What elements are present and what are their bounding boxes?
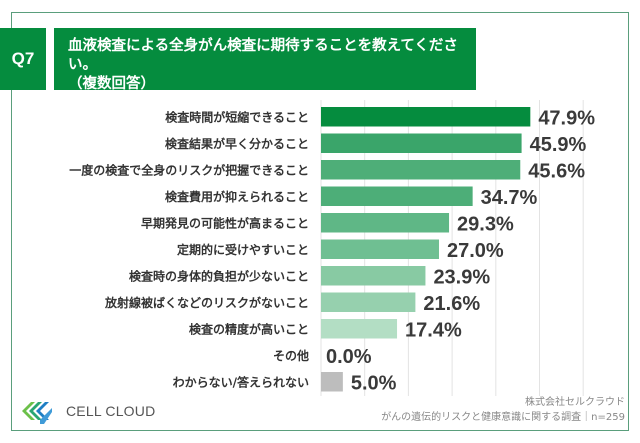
category-label-1: 検査結果が早く分かること [165, 136, 309, 151]
bar-5 [321, 239, 439, 259]
category-label-6: 検査時の身体的負担が少ないこと [129, 268, 309, 283]
source-survey: がんの遺伝的リスクと健康意識に関する調査｜n=259 [381, 412, 625, 423]
value-label-6: 23.9% [433, 266, 490, 288]
bar-2 [321, 160, 521, 180]
bars [321, 107, 531, 392]
category-label-4: 早期発見の可能性が高まること [141, 215, 309, 230]
source-company: 株式会社セルクラウド [525, 397, 625, 408]
question-subtitle: （複数回答） [68, 76, 155, 92]
value-label-0: 47.9% [538, 107, 595, 129]
value-label-3: 34.7% [481, 187, 538, 209]
category-label-7: 放射線被ばくなどのリスクがないこと [104, 295, 309, 310]
bar-4 [321, 213, 450, 233]
bar-8 [321, 319, 398, 339]
bar-10 [321, 372, 343, 392]
value-label-7: 21.6% [423, 293, 480, 315]
value-labels: 47.9% 45.9% 45.6% 34.7% 29.3% 27.0% 23.9% 21.6%… [326, 107, 595, 394]
category-label-10: わからない/答えられない [173, 374, 309, 389]
value-label-8: 17.4% [405, 319, 462, 341]
source-note: 株式会社セルクラウド がんの遺伝的リスクと健康意識に関する調査｜n=259 [381, 395, 625, 425]
bar-0 [321, 107, 531, 127]
category-label-3: 検査費用が抑えられること [165, 189, 309, 204]
category-label-8: 検査の精度が高いこと [189, 321, 309, 336]
bar-1 [321, 133, 522, 153]
value-label-9: 0.0% [326, 346, 372, 368]
value-label-4: 29.3% [457, 213, 514, 235]
question-number: Q7 [11, 49, 35, 68]
category-labels: 検査時間が短縮できること検査結果が早く分かること一度の検査で全身のリスクが把握で… [69, 109, 309, 389]
bar-6 [321, 266, 426, 286]
cell-cloud-logo: CELL CLOUD [20, 396, 155, 426]
value-label-5: 27.0% [447, 240, 504, 262]
logo-text: CELL CLOUD [66, 403, 156, 419]
value-label-10: 5.0% [351, 372, 397, 394]
category-label-0: 検査時間が短縮できること [165, 109, 309, 124]
bar-7 [321, 292, 416, 312]
question-number-badge: Q7 [0, 28, 46, 90]
value-label-1: 45.9% [530, 134, 587, 156]
bar-3 [321, 186, 473, 206]
category-label-9: その他 [273, 348, 309, 363]
cell-cloud-logo-icon [22, 402, 52, 424]
category-label-2: 一度の検査で全身のリスクが把握できること [69, 162, 309, 177]
value-label-2: 45.6% [528, 160, 585, 182]
question-title-box: 血液検査による全身がん検査に期待することを教えてください。 （複数回答） [54, 28, 476, 92]
question-title: 血液検査による全身がん検査に期待することを教えてください。 [68, 38, 458, 73]
category-label-5: 定期的に受けやすいこと [177, 242, 309, 257]
